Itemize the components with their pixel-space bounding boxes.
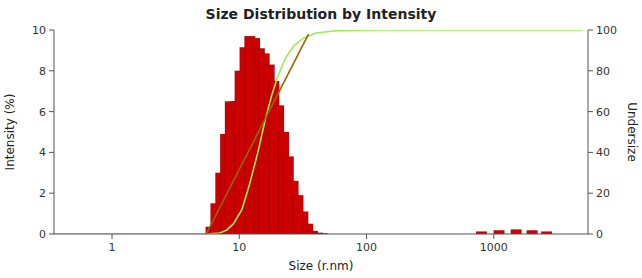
y2-tick (588, 30, 593, 31)
y-tick-label: 2 (39, 187, 46, 200)
plot-area (54, 30, 583, 234)
x-tick (112, 234, 113, 239)
y-tick (49, 30, 54, 31)
x-tick (239, 234, 240, 239)
line (206, 34, 308, 234)
title: Size Distribution by Intensity (206, 6, 437, 22)
y2-tick (588, 111, 593, 112)
x-axis-label: Size (r.nm) (289, 259, 354, 273)
bar (527, 230, 538, 234)
y2-axis (588, 30, 589, 234)
y2-tick (588, 152, 593, 153)
y-axis-label: Intensity (%) (3, 94, 17, 171)
chart: 11010010000246810020406080100Size Distri… (0, 0, 642, 278)
bar (511, 230, 522, 234)
y2-tick (588, 70, 593, 71)
y-tick-label: 0 (39, 228, 46, 241)
y2-tick (588, 193, 593, 194)
y2-axis-label: Undersize (625, 102, 639, 162)
x-tick (366, 234, 367, 239)
y-tick (49, 111, 54, 112)
line (54, 30, 583, 234)
bar (494, 230, 505, 234)
x-tick (493, 234, 494, 239)
y-tick (49, 70, 54, 71)
x-tick-label: 1000 (480, 241, 508, 254)
y-tick-label: 8 (39, 65, 46, 78)
y2-tick-label: 100 (596, 24, 617, 37)
y-tick-label: 6 (39, 106, 46, 119)
y2-tick-label: 40 (596, 146, 610, 159)
y-axis (54, 30, 55, 234)
y2-tick-label: 80 (596, 65, 610, 78)
x-axis (54, 234, 588, 235)
y-tick (49, 193, 54, 194)
y2-tick-label: 60 (596, 106, 610, 119)
y2-tick-label: 0 (596, 228, 603, 241)
y2-tick (588, 234, 593, 235)
y2-tick-label: 20 (596, 187, 610, 200)
x-tick-label: 100 (356, 241, 377, 254)
x-tick-label: 1 (109, 241, 116, 254)
y-tick (49, 152, 54, 153)
y-tick-label: 10 (32, 24, 46, 37)
x-tick-label: 10 (232, 241, 246, 254)
y-tick-label: 4 (39, 146, 46, 159)
y-tick (49, 234, 54, 235)
